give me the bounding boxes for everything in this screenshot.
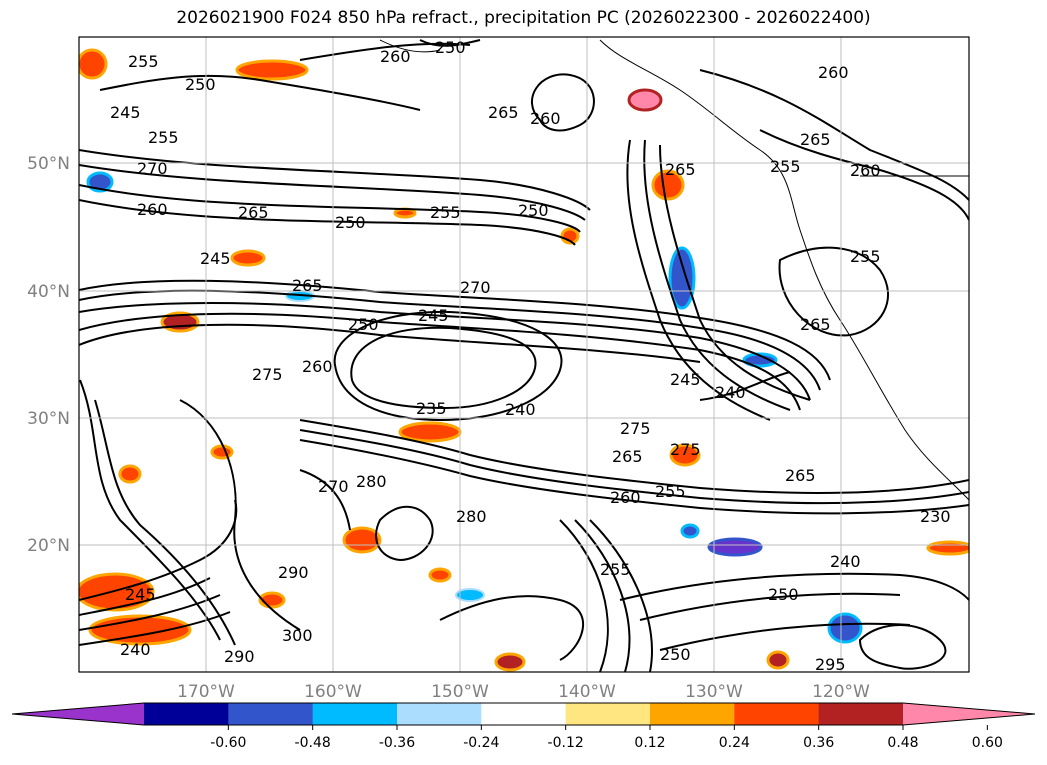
colorbar-swatch [228, 703, 314, 725]
contour-label: 245 [418, 306, 449, 325]
contour-label: 265 [238, 203, 269, 222]
lon-label-130w: 130°W [685, 682, 743, 702]
colorbar-extend-low [12, 703, 144, 725]
colorbar-tick-label: 0.12 [634, 735, 665, 751]
contour-label: 270 [460, 278, 491, 297]
coastline [379, 39, 969, 501]
contour-label: 265 [800, 130, 831, 149]
colorbar-tick-label: 0.60 [972, 735, 1003, 751]
lat-label-40n: 40°N [27, 282, 70, 302]
contour-label: 240 [120, 640, 151, 659]
contour-label: 275 [670, 440, 701, 459]
contour-label: 265 [665, 160, 696, 179]
contour-label: 280 [356, 472, 387, 491]
contour-label: 260 [610, 488, 641, 507]
colorbar-swatch [481, 703, 567, 725]
contour-label: 265 [800, 315, 831, 334]
colorbar-tick-label: -0.24 [463, 735, 499, 751]
precipitation-shading [79, 48, 969, 672]
colorbar-swatch [650, 703, 735, 725]
colorbar-swatch [312, 703, 398, 725]
contour-label: 260 [818, 63, 849, 82]
colorbar-tick-label: -0.48 [295, 735, 331, 751]
contour-label: 250 [768, 585, 799, 604]
longitude-labels: 170°W 160°W 150°W 140°W 130°W 120°W [177, 682, 870, 702]
contour-label: 265 [785, 466, 816, 485]
colorbar-outline [11, 702, 1036, 726]
lat-label-50n: 50°N [27, 154, 70, 174]
contour-label: 235 [416, 399, 447, 418]
lon-label-150w: 150°W [431, 682, 489, 702]
colorbar-tick-label: 0.36 [803, 735, 834, 751]
contour-label: 250 [185, 75, 216, 94]
colorbar-swatch [565, 703, 651, 725]
contour-label: 250 [348, 315, 379, 334]
colorbar-extend-high [903, 703, 1035, 725]
contour-label: 245 [125, 585, 156, 604]
lon-label-160w: 160°W [304, 682, 362, 702]
contour-label: 245 [200, 249, 231, 268]
lon-label-140w: 140°W [558, 682, 616, 702]
contour-label: 260 [850, 161, 881, 180]
contour-label: 250 [518, 201, 549, 220]
contour-label: 255 [850, 247, 881, 266]
contour-label: 265 [292, 276, 323, 295]
contour-label: 255 [148, 128, 179, 147]
contour-label: 260 [530, 109, 561, 128]
contour-label: 245 [110, 103, 141, 122]
colorbar-swatch [144, 703, 229, 725]
map-title: 2026021900 F024 850 hPa refract., precip… [176, 8, 871, 28]
colorbar-tick-label: -0.36 [379, 735, 415, 751]
refractivity-contours [79, 39, 969, 672]
gridlines [79, 37, 969, 672]
contour-label: 260 [380, 47, 411, 66]
lat-label-20n: 20°N [27, 536, 70, 556]
contour-label: 230 [920, 507, 951, 526]
colorbar-swatch [397, 703, 482, 725]
contour-label: 240 [830, 552, 861, 571]
contour-label: 255 [600, 560, 631, 579]
contour-label: 255 [655, 482, 686, 501]
contour-label: 290 [278, 563, 309, 582]
map-plot-area [78, 36, 970, 673]
colorbar-tick-label: 0.48 [887, 735, 918, 751]
lon-label-120w: 120°W [812, 682, 870, 702]
contour-label: 265 [488, 103, 519, 122]
colorbar-tick-label: -0.60 [210, 735, 246, 751]
contour-label: 255 [430, 203, 461, 222]
contour-label: 245 [670, 370, 701, 389]
contour-labels: 255 250 245 255 270 260 265 250 255 250 … [110, 38, 951, 674]
contour-label: 270 [318, 477, 349, 496]
contour-label: 255 [770, 157, 801, 176]
colorbar-swatches [11, 702, 1036, 726]
contour-label: 275 [620, 419, 651, 438]
colorbar-tick-label: -0.12 [548, 735, 584, 751]
contour-label: 240 [505, 400, 536, 419]
contour-label: 250 [335, 213, 366, 232]
contour-label: 295 [815, 655, 846, 674]
contour-label: 280 [456, 507, 487, 526]
lat-label-30n: 30°N [27, 409, 70, 429]
colorbar-ticks: -0.60 -0.48 -0.36 -0.24 -0.12 0.12 0.24 0.36 0.4… [210, 725, 1003, 751]
contour-label: 290 [224, 647, 255, 666]
contour-label: 265 [612, 447, 643, 466]
colorbar-swatch [818, 703, 904, 725]
plot-frame [78, 36, 970, 673]
contour-label: 270 [137, 159, 168, 178]
contour-label: 240 [715, 383, 746, 402]
colorbar-swatch [734, 703, 820, 725]
contour-label: 250 [660, 645, 691, 664]
lon-label-170w: 170°W [177, 682, 235, 702]
latitude-labels: 50°N 40°N 30°N 20°N [27, 154, 70, 556]
contour-label: 250 [435, 38, 466, 57]
contour-label: 255 [128, 52, 159, 71]
contour-label: 300 [282, 626, 313, 645]
contour-label: 260 [137, 200, 168, 219]
plot-background [79, 37, 969, 672]
contour-label: 275 [252, 365, 283, 384]
contour-label: 260 [302, 357, 333, 376]
colorbar: -0.60 -0.48 -0.36 -0.24 -0.12 0.12 0.24 0.36 0.4… [11, 702, 1036, 751]
colorbar-tick-label: 0.24 [719, 735, 750, 751]
